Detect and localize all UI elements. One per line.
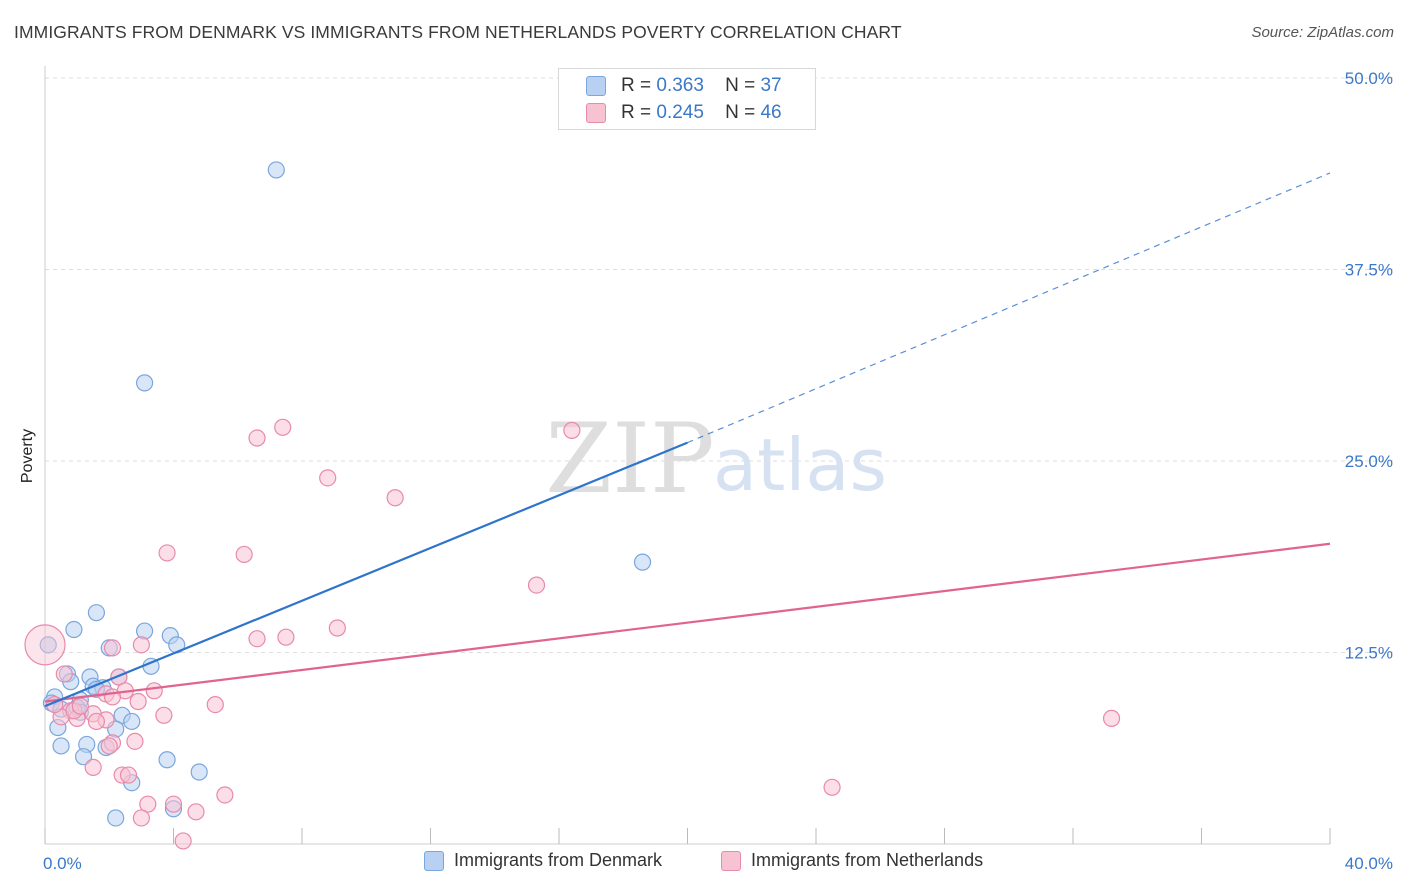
y-tick-label: 12.5%: [1345, 644, 1393, 663]
legend-r-value: 0.245: [656, 102, 704, 123]
legend-item-netherlands[interactable]: Immigrants from Netherlands: [721, 850, 983, 871]
legend-label-netherlands: Immigrants from Netherlands: [751, 850, 984, 870]
gridlines: [45, 77, 1395, 653]
data-point: [87, 712, 106, 731]
legend-swatch-netherlands: [721, 850, 741, 871]
data-point: [123, 712, 141, 731]
data-point: [87, 604, 106, 622]
chart-title: IMMIGRANTS FROM DENMARK VS IMMIGRANTS FR…: [14, 22, 902, 42]
data-point: [126, 732, 144, 750]
watermark-atlas: atlas: [713, 423, 887, 507]
data-point: [132, 636, 150, 654]
legend-swatch-denmark: [424, 850, 444, 871]
data-point: [158, 751, 176, 769]
data-point: [1102, 709, 1121, 727]
data-point: [563, 421, 581, 439]
data-point: [319, 469, 337, 487]
legend-item-denmark[interactable]: Immigrants from Denmark: [424, 850, 662, 871]
watermark-zip: ZIP: [545, 403, 714, 515]
trend-line-netherlands: [44, 542, 1331, 703]
legend-n-value: 37: [760, 75, 782, 96]
data-point: [248, 630, 266, 648]
axes: [44, 66, 1331, 845]
data-point: [527, 576, 546, 594]
data-point: [158, 544, 176, 562]
data-point: [103, 639, 122, 657]
data-point: [24, 624, 66, 666]
data-point: [74, 748, 93, 766]
data-point: [823, 778, 841, 796]
data-point: [39, 636, 57, 654]
data-point: [103, 688, 122, 706]
data-point: [328, 619, 346, 637]
x-tick-label: 40.0%: [1345, 854, 1393, 873]
y-tick-label: 50.0%: [1345, 69, 1393, 88]
legend-swatch-netherlands: [586, 103, 606, 123]
tick-labels: 12.5% 25.0% 37.5% 50.0% 0.0% 40.0%: [43, 69, 1393, 873]
data-point: [135, 374, 154, 392]
data-point: [633, 553, 652, 571]
source-label: Source: ZipAtlas.com: [1251, 24, 1394, 41]
stats-legend: R = 0.363 N = 37 R = 0.245 N = 46: [558, 68, 816, 130]
y-tick-label: 37.5%: [1345, 261, 1393, 280]
data-point: [139, 795, 157, 813]
data-point: [100, 737, 118, 755]
data-point: [274, 418, 292, 436]
data-point: [145, 682, 163, 700]
data-point: [107, 809, 125, 827]
trend-line-denmark: [44, 441, 688, 708]
data-point: [155, 706, 173, 724]
legend-n-label: N =: [725, 102, 756, 123]
data-point: [132, 809, 150, 827]
data-point: [235, 545, 253, 564]
trend-lines: [44, 172, 1331, 708]
data-point: [52, 737, 70, 755]
data-point: [190, 763, 208, 781]
data-point: [206, 695, 224, 714]
x-tick-label: 0.0%: [43, 854, 82, 873]
legend-label-denmark: Immigrants from Denmark: [454, 850, 663, 870]
data-point: [129, 692, 147, 711]
legend-swatch-denmark: [586, 76, 606, 96]
data-point: [164, 795, 183, 813]
data-point: [386, 489, 404, 507]
data-point: [248, 429, 266, 447]
legend-r-label: R =: [621, 102, 652, 123]
data-point: [267, 161, 285, 179]
data-point: [187, 803, 205, 821]
y-tick-label: 25.0%: [1345, 452, 1393, 471]
legend-n-label: N =: [725, 75, 756, 96]
data-point: [216, 786, 234, 804]
data-point: [119, 766, 138, 784]
watermark: ZIP atlas: [545, 403, 887, 515]
data-point: [65, 620, 83, 639]
data-point: [277, 628, 295, 646]
data-point: [174, 832, 192, 850]
series-legend: Immigrants from Denmark Immigrants from …: [0, 850, 1406, 878]
legend-n-value: 46: [760, 102, 782, 123]
data-point: [71, 697, 89, 715]
legend-r-label: R =: [621, 75, 652, 96]
data-point: [84, 758, 102, 777]
legend-r-value: 0.363: [656, 75, 704, 96]
trend-line-denmark-extrapolated: [687, 172, 1331, 444]
data-point: [55, 665, 73, 683]
